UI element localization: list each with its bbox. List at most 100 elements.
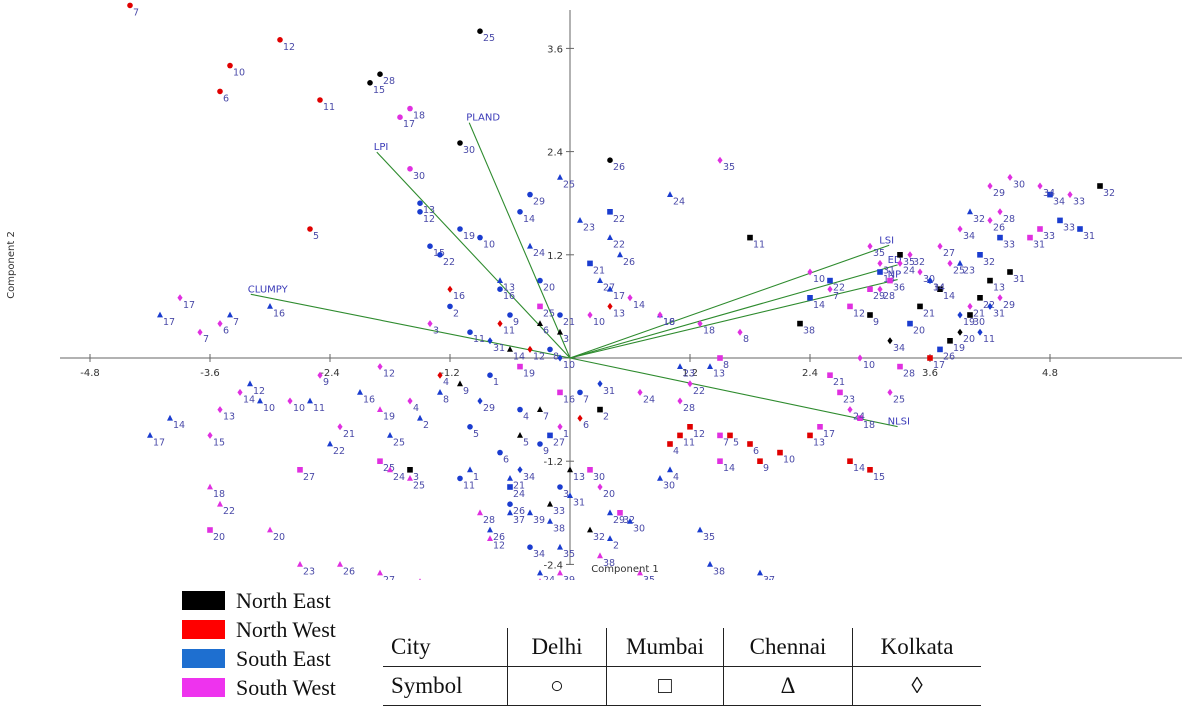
data-point-triangle (487, 535, 493, 541)
data-point-label: 34 (1043, 188, 1055, 199)
data-point-diamond (827, 285, 833, 293)
data-point-diamond (217, 406, 223, 414)
data-point-label: 11 (683, 437, 695, 448)
data-point-circle (467, 329, 473, 336)
data-point-label: 10 (783, 455, 795, 466)
data-point-circle (437, 252, 443, 258)
data-point-square (807, 432, 813, 439)
data-point-label: 26 (343, 566, 355, 577)
data-point-square (827, 277, 833, 284)
data-point-square (747, 234, 753, 241)
data-point-label: 16 (273, 308, 285, 319)
data-point-triangle (617, 251, 623, 258)
data-point-label: 21 (343, 429, 355, 440)
symbol-table-row-label: Symbol (383, 666, 508, 706)
data-point-triangle (557, 543, 563, 550)
data-point-label: 32 (983, 257, 995, 268)
data-point-circle (577, 389, 583, 396)
data-point-label: 13 (573, 472, 585, 483)
data-point-square (517, 363, 523, 370)
data-point-triangle (627, 518, 633, 524)
data-point-circle (227, 62, 233, 69)
data-point-label: 31 (883, 265, 895, 276)
symbol-table-header-cell: Chennai (723, 628, 853, 667)
data-point-circle (307, 226, 313, 232)
data-point-label: 13 (613, 308, 625, 319)
data-point-triangle (377, 406, 383, 412)
data-point-label: 31 (493, 343, 505, 354)
data-point-triangle (467, 466, 473, 473)
data-point-square (687, 424, 693, 430)
data-point-label: 33 (1043, 231, 1055, 242)
data-point-square (667, 441, 673, 447)
data-point-label: 26 (993, 222, 1005, 233)
data-point-label: 17 (163, 317, 175, 328)
data-point-label: 28 (483, 515, 495, 526)
data-point-triangle (257, 397, 263, 404)
data-point-label: 19 (523, 369, 535, 380)
data-point-square (977, 252, 983, 258)
data-point-label: 6 (223, 326, 229, 337)
data-point-label: 14 (813, 300, 825, 311)
data-point-triangle (527, 509, 533, 516)
data-point-circle (477, 28, 483, 34)
data-point-label: 22 (223, 506, 235, 517)
data-point-triangle (637, 569, 643, 576)
data-point-label: 9 (323, 377, 329, 388)
data-point-label: 31 (1013, 274, 1025, 285)
data-point-label: 13 (993, 283, 1005, 294)
data-point-label: 7 (233, 317, 239, 328)
data-point-label: 16 (563, 394, 575, 405)
data-point-square (967, 312, 973, 318)
data-point-label: 28 (903, 369, 915, 380)
data-point-triangle (769, 578, 771, 580)
data-point-square (747, 441, 753, 447)
data-point-label: 19 (383, 412, 395, 423)
data-point-triangle (407, 475, 413, 481)
vector-label: CLUMPY (248, 284, 289, 295)
data-point-square (917, 303, 923, 310)
data-point-diamond (687, 380, 693, 388)
data-point-label: 5 (313, 231, 319, 242)
data-point-triangle (377, 569, 383, 576)
data-point-triangle (707, 561, 713, 567)
data-point-label: 12 (283, 42, 295, 53)
data-point-square (727, 432, 733, 439)
data-point-diamond (427, 320, 433, 328)
data-point-triangle (657, 475, 663, 481)
data-point-diamond (637, 388, 643, 396)
data-point-label: 4 (413, 403, 419, 414)
data-point-label: 17 (183, 300, 195, 311)
data-point-label: 11 (473, 334, 485, 345)
data-point-square (977, 295, 983, 301)
data-point-label: 35 (703, 532, 715, 543)
data-point-label: 35 (873, 248, 885, 259)
data-point-label: 22 (693, 386, 705, 397)
x-axis-title: Component 1 (591, 564, 659, 575)
data-point-circle (457, 226, 463, 232)
data-point-label: 12 (423, 214, 435, 225)
data-point-label: 6 (753, 446, 759, 457)
data-point-diamond (957, 225, 963, 233)
data-point-label: 19 (953, 343, 965, 354)
data-point-square (1047, 191, 1053, 198)
data-point-label: 24 (903, 265, 915, 276)
symbol-table-header-cell: City (383, 628, 508, 667)
data-point-label: 3 (433, 326, 439, 337)
data-point-square (297, 467, 303, 473)
data-point-label: 2 (453, 308, 459, 319)
data-point-label: 22 (613, 214, 625, 225)
data-point-diamond (317, 371, 323, 379)
data-point-label: 3 (413, 472, 419, 483)
data-point-square (377, 458, 383, 464)
legend-swatch-south-west (182, 678, 225, 697)
data-point-label: 7 (833, 291, 839, 302)
data-point-triangle (307, 397, 313, 404)
data-point-circle (537, 277, 543, 284)
data-point-label: 17 (153, 437, 165, 448)
data-point-triangle (517, 432, 523, 438)
vector-line (569, 264, 898, 359)
data-point-triangle (537, 320, 543, 326)
data-point-label: 28 (883, 291, 895, 302)
vector-label: PLAND (466, 113, 500, 124)
